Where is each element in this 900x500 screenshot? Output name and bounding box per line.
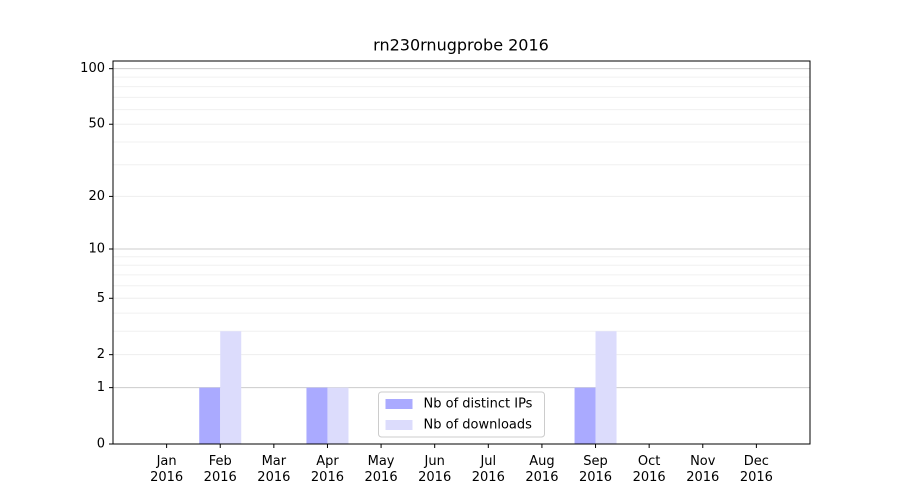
x-tick-label: Jan 2016 bbox=[150, 454, 183, 485]
x-tick-label: Sep 2016 bbox=[579, 454, 612, 485]
x-tick-label: Dec 2016 bbox=[740, 454, 773, 485]
bar bbox=[327, 387, 349, 444]
x-tick-label: May 2016 bbox=[365, 454, 398, 485]
x-tick-label: Jun 2016 bbox=[418, 454, 451, 485]
x-tick-label: Nov 2016 bbox=[686, 454, 719, 485]
x-tick-label: Feb 2016 bbox=[204, 454, 237, 485]
legend-label: Nb of downloads bbox=[424, 418, 533, 433]
y-tick-label: 20 bbox=[88, 189, 105, 204]
y-tick-label: 0 bbox=[97, 437, 105, 452]
y-tick-label: 10 bbox=[88, 241, 105, 256]
bar bbox=[199, 387, 221, 444]
x-tick-label: Oct 2016 bbox=[633, 454, 666, 485]
y-tick-label: 100 bbox=[80, 61, 105, 76]
y-tick-label: 50 bbox=[88, 117, 105, 132]
bar bbox=[220, 331, 242, 444]
x-tick-label: Aug 2016 bbox=[525, 454, 558, 485]
bar bbox=[306, 387, 328, 444]
x-tick-label: Apr 2016 bbox=[311, 454, 344, 485]
legend: Nb of distinct IPs Nb of downloads bbox=[378, 391, 545, 438]
y-tick-label: 2 bbox=[97, 347, 105, 362]
legend-label: Nb of distinct IPs bbox=[424, 397, 533, 412]
legend-box bbox=[378, 391, 545, 438]
x-tick-label: Jul 2016 bbox=[472, 454, 505, 485]
plot-frame bbox=[112, 60, 811, 445]
x-tick-label: Mar 2016 bbox=[257, 454, 290, 485]
chart-title: rn230rnugprobe 2016 bbox=[373, 36, 549, 55]
bar bbox=[595, 331, 617, 444]
legend-swatch bbox=[385, 420, 413, 430]
y-tick-label: 1 bbox=[97, 380, 105, 395]
legend-swatch bbox=[385, 399, 413, 409]
y-tick-label: 5 bbox=[97, 291, 105, 306]
bar bbox=[574, 387, 596, 444]
